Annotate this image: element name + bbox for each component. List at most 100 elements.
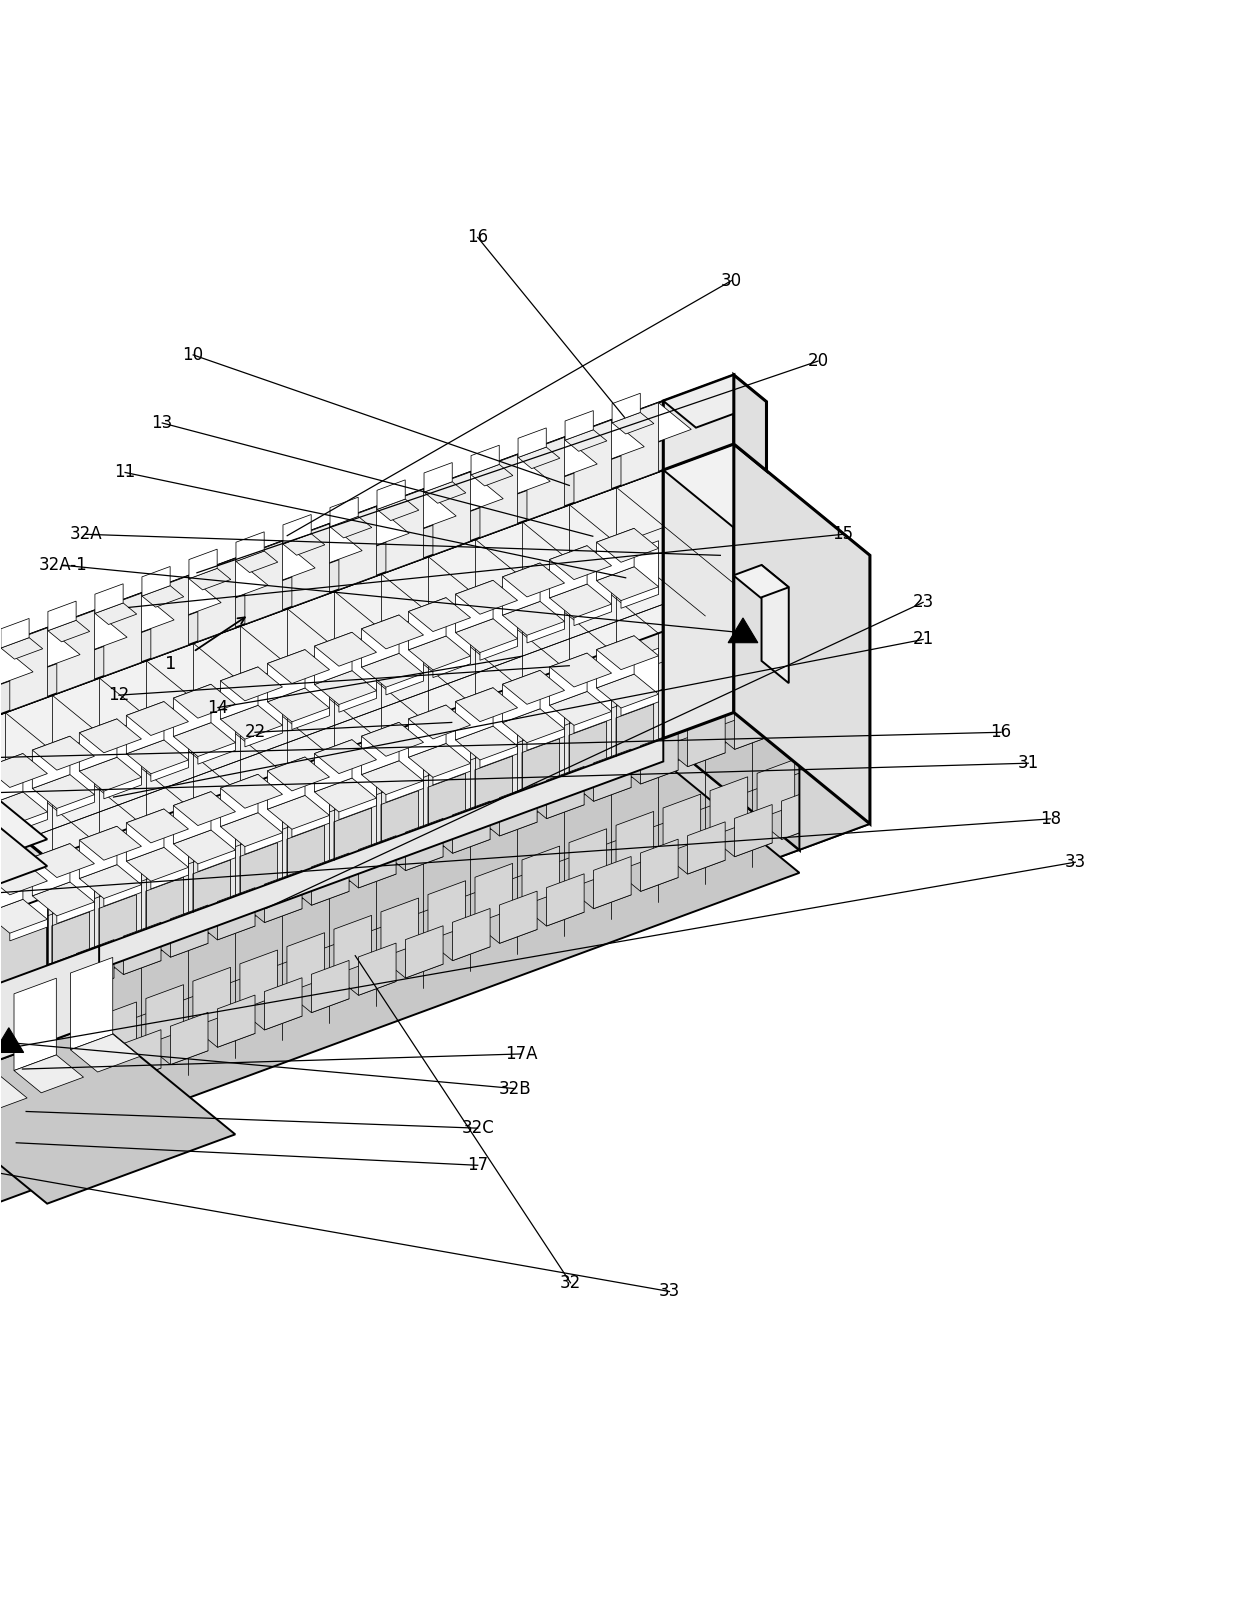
Polygon shape <box>361 761 424 795</box>
Polygon shape <box>126 847 188 881</box>
Polygon shape <box>455 619 517 653</box>
Polygon shape <box>408 744 470 777</box>
Polygon shape <box>381 790 419 858</box>
Polygon shape <box>471 465 513 486</box>
Polygon shape <box>711 669 748 737</box>
Polygon shape <box>549 653 587 705</box>
Polygon shape <box>502 602 564 636</box>
Polygon shape <box>549 545 587 598</box>
Polygon shape <box>0 947 99 1092</box>
Polygon shape <box>268 689 330 723</box>
Polygon shape <box>641 839 678 892</box>
Polygon shape <box>32 882 94 916</box>
Polygon shape <box>334 961 396 995</box>
Polygon shape <box>48 621 89 642</box>
Polygon shape <box>315 671 377 705</box>
Polygon shape <box>0 427 696 747</box>
Polygon shape <box>198 558 236 642</box>
Polygon shape <box>126 702 164 753</box>
Polygon shape <box>264 977 303 1031</box>
Text: 32: 32 <box>560 1274 582 1292</box>
Polygon shape <box>339 506 377 589</box>
Polygon shape <box>455 581 517 615</box>
Text: 11: 11 <box>114 463 135 481</box>
Polygon shape <box>377 481 405 510</box>
Polygon shape <box>174 792 211 844</box>
Polygon shape <box>734 805 773 857</box>
Polygon shape <box>52 1019 89 1087</box>
Polygon shape <box>596 636 658 669</box>
Polygon shape <box>616 703 653 771</box>
Polygon shape <box>291 769 330 837</box>
Polygon shape <box>663 713 870 850</box>
Polygon shape <box>663 732 725 766</box>
Polygon shape <box>480 455 517 537</box>
Polygon shape <box>621 648 658 716</box>
Polygon shape <box>433 610 470 677</box>
Polygon shape <box>500 784 537 836</box>
Polygon shape <box>188 548 217 579</box>
Polygon shape <box>79 826 141 860</box>
Polygon shape <box>386 489 456 529</box>
Polygon shape <box>95 584 123 613</box>
Polygon shape <box>711 716 773 750</box>
Polygon shape <box>104 594 174 634</box>
Polygon shape <box>0 469 800 858</box>
Polygon shape <box>268 795 330 829</box>
Polygon shape <box>408 705 470 739</box>
Polygon shape <box>0 1023 236 1203</box>
Polygon shape <box>174 684 211 737</box>
Polygon shape <box>14 977 56 1071</box>
Polygon shape <box>522 786 584 819</box>
Polygon shape <box>71 1034 140 1073</box>
Polygon shape <box>146 877 184 945</box>
Text: 32A: 32A <box>69 526 102 544</box>
Polygon shape <box>433 473 503 513</box>
Polygon shape <box>32 736 69 789</box>
Polygon shape <box>641 732 678 784</box>
Polygon shape <box>0 747 47 1127</box>
Text: 13: 13 <box>151 415 172 432</box>
Polygon shape <box>170 1013 208 1065</box>
Polygon shape <box>77 1047 114 1098</box>
Polygon shape <box>475 756 512 824</box>
Polygon shape <box>291 524 362 565</box>
Polygon shape <box>0 469 663 1016</box>
Text: 31: 31 <box>1018 755 1039 773</box>
Polygon shape <box>193 1013 255 1047</box>
Polygon shape <box>334 915 372 982</box>
Polygon shape <box>1 637 42 660</box>
Polygon shape <box>405 926 443 977</box>
Text: 12: 12 <box>108 686 129 705</box>
Polygon shape <box>424 482 466 503</box>
Polygon shape <box>141 586 184 606</box>
Polygon shape <box>0 900 47 934</box>
Polygon shape <box>291 524 330 606</box>
Polygon shape <box>687 715 725 766</box>
Polygon shape <box>32 844 94 877</box>
Polygon shape <box>198 558 268 598</box>
Polygon shape <box>596 636 634 689</box>
Polygon shape <box>286 826 325 894</box>
Polygon shape <box>455 687 517 721</box>
Polygon shape <box>758 760 795 827</box>
Polygon shape <box>330 497 358 527</box>
Polygon shape <box>381 837 443 871</box>
Polygon shape <box>522 739 559 806</box>
Polygon shape <box>286 979 348 1013</box>
Polygon shape <box>0 1016 47 1171</box>
Polygon shape <box>141 566 170 597</box>
Polygon shape <box>502 671 541 723</box>
Polygon shape <box>549 584 611 618</box>
Polygon shape <box>428 927 490 961</box>
Text: 32B: 32B <box>498 1079 531 1097</box>
Polygon shape <box>734 697 773 750</box>
Polygon shape <box>613 413 653 434</box>
Polygon shape <box>188 568 231 590</box>
Polygon shape <box>734 444 870 824</box>
Polygon shape <box>800 555 870 850</box>
Polygon shape <box>236 532 264 561</box>
Polygon shape <box>621 403 691 444</box>
Polygon shape <box>315 740 377 774</box>
Polygon shape <box>268 756 330 790</box>
